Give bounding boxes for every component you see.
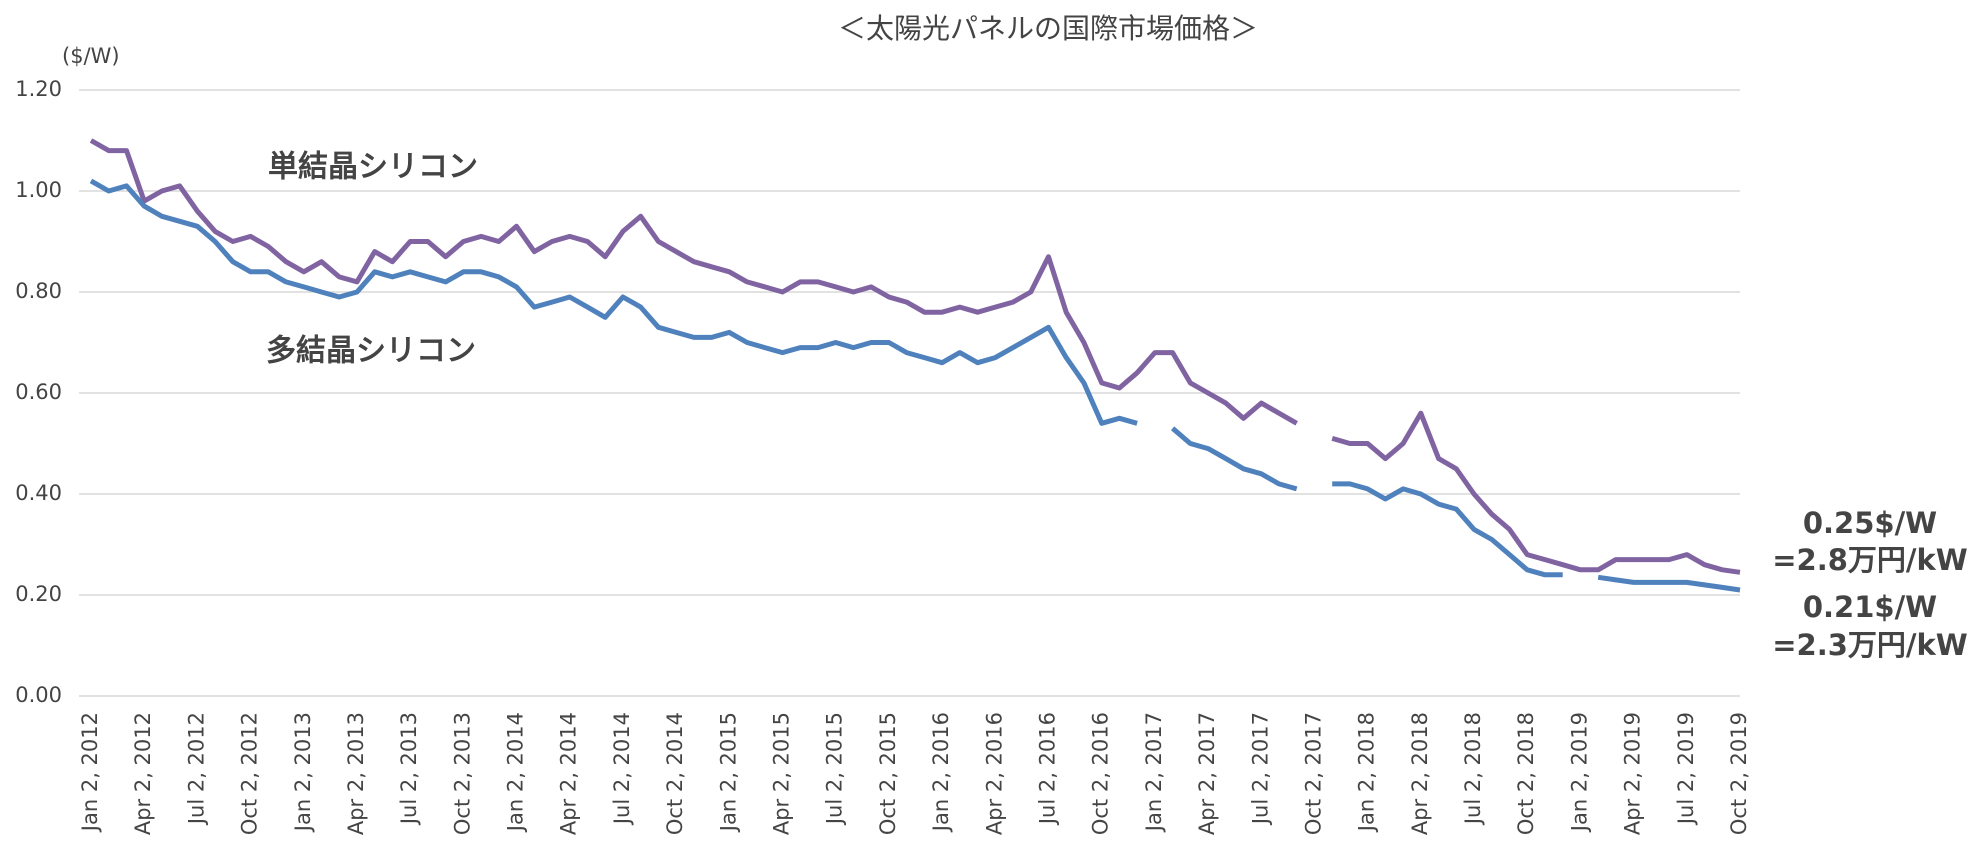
y-tick-label: 0.80 <box>15 279 62 303</box>
y-unit: ($/W) <box>62 44 120 68</box>
x-tick-label: Oct 2, 2019 <box>1727 712 1751 835</box>
annotation: 0.21$/W <box>1803 590 1937 624</box>
x-tick-label: Jul 2, 2013 <box>397 712 421 826</box>
x-tick-label: Apr 2, 2015 <box>770 712 794 835</box>
x-tick-label: Jan 2, 2018 <box>1355 712 1379 833</box>
x-tick-label: Apr 2, 2018 <box>1408 712 1432 835</box>
x-tick-label: Jan 2, 2015 <box>716 712 740 833</box>
y-tick-label: 0.60 <box>15 380 62 404</box>
chart-title: ＜太陽光パネルの国際市場価格＞ <box>838 12 1258 45</box>
series-line <box>1332 481 1563 578</box>
series-label: 多結晶シリコン <box>266 334 476 369</box>
x-tick-label: Oct 2, 2012 <box>238 712 262 835</box>
x-tick-label: Oct 2, 2015 <box>876 712 900 835</box>
x-tick-label: Jul 2, 2015 <box>823 712 847 826</box>
x-tick-label: Apr 2, 2019 <box>1621 712 1645 835</box>
y-tick-label: 0.00 <box>15 683 62 707</box>
x-tick-label: Apr 2, 2017 <box>1195 712 1219 835</box>
x-tick-label: Oct 2, 2016 <box>1089 712 1113 835</box>
series-line <box>89 178 1138 426</box>
x-tick-label: Jul 2, 2012 <box>184 712 208 826</box>
series-line <box>1331 410 1741 575</box>
annotation: =2.8万円/kW <box>1772 543 1968 577</box>
x-tick-label: Apr 2, 2014 <box>557 712 581 835</box>
x-tick-label: Jan 2, 2013 <box>291 712 315 833</box>
x-tick-label: Oct 2, 2018 <box>1514 712 1538 835</box>
x-tick-label: Jan 2, 2016 <box>929 712 953 833</box>
x-tick-label: Jul 2, 2017 <box>1248 712 1272 826</box>
x-tick-label: Jul 2, 2014 <box>610 712 634 826</box>
series-line <box>1170 426 1298 492</box>
x-tick-label: Jul 2, 2018 <box>1461 712 1485 826</box>
x-tick-label: Jan 2, 2014 <box>504 712 528 833</box>
x-tick-label: Oct 2, 2014 <box>663 712 687 835</box>
y-tick-label: 0.20 <box>15 582 62 606</box>
series-line <box>89 138 1298 426</box>
x-tick-label: Jan 2, 2017 <box>1142 712 1166 833</box>
y-tick-label: 1.20 <box>15 77 62 101</box>
y-tick-label: 0.40 <box>15 481 62 505</box>
x-tick-label: Oct 2, 2013 <box>450 712 474 835</box>
series-label: 単結晶シリコン <box>268 150 478 185</box>
x-tick-label: Jul 2, 2016 <box>1035 712 1059 826</box>
x-tick-label: Apr 2, 2012 <box>131 712 155 835</box>
annotation: 0.25$/W <box>1803 506 1937 540</box>
x-tick-label: Jan 2, 2012 <box>78 712 102 833</box>
x-tick-label: Apr 2, 2013 <box>344 712 368 835</box>
y-tick-label: 1.00 <box>15 178 62 202</box>
x-tick-label: Oct 2, 2017 <box>1301 712 1325 835</box>
series-line <box>1597 574 1741 593</box>
x-tick-label: Jul 2, 2019 <box>1674 712 1698 826</box>
x-tick-label: Apr 2, 2016 <box>982 712 1006 835</box>
annotation: =2.3万円/kW <box>1772 628 1968 662</box>
x-tick-label: Jan 2, 2019 <box>1567 712 1591 833</box>
